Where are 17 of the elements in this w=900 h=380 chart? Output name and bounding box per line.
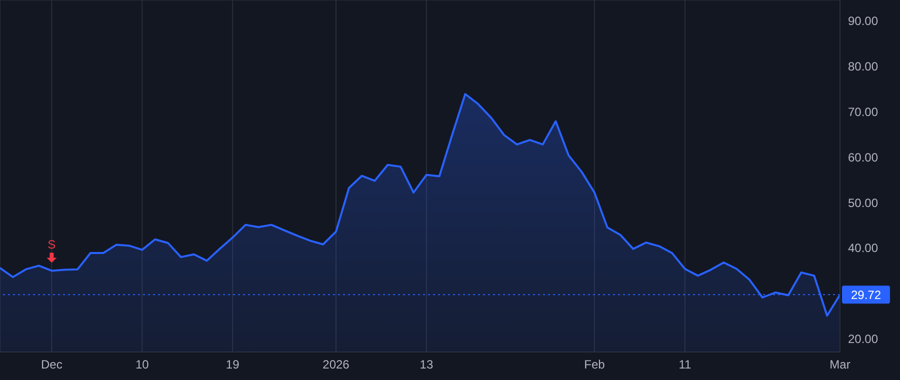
y-tick-label: 70.00 xyxy=(848,104,878,119)
y-tick-label: 50.00 xyxy=(848,196,878,210)
y-tick-label: 60.00 xyxy=(848,150,878,164)
x-tick-label: 10 xyxy=(135,358,150,372)
y-tick-label: 90.00 xyxy=(848,14,878,28)
x-tick-label: Feb xyxy=(584,358,606,372)
x-tick-label: Mar xyxy=(830,358,850,372)
x-tick-label: 2026 xyxy=(322,358,350,372)
x-tick-label: 19 xyxy=(226,358,240,372)
ref-line-label: 29.72 xyxy=(850,288,882,302)
x-tick-label: 13 xyxy=(420,358,434,372)
y-tick-label: 40.00 xyxy=(848,241,878,256)
annotation: S xyxy=(48,238,56,252)
y-tick-label: 20.00 xyxy=(848,332,878,346)
y-tick-label: 80.00 xyxy=(848,60,878,74)
x-tick-label: Dec xyxy=(41,358,62,372)
x-tick-label: 11 xyxy=(678,358,692,372)
